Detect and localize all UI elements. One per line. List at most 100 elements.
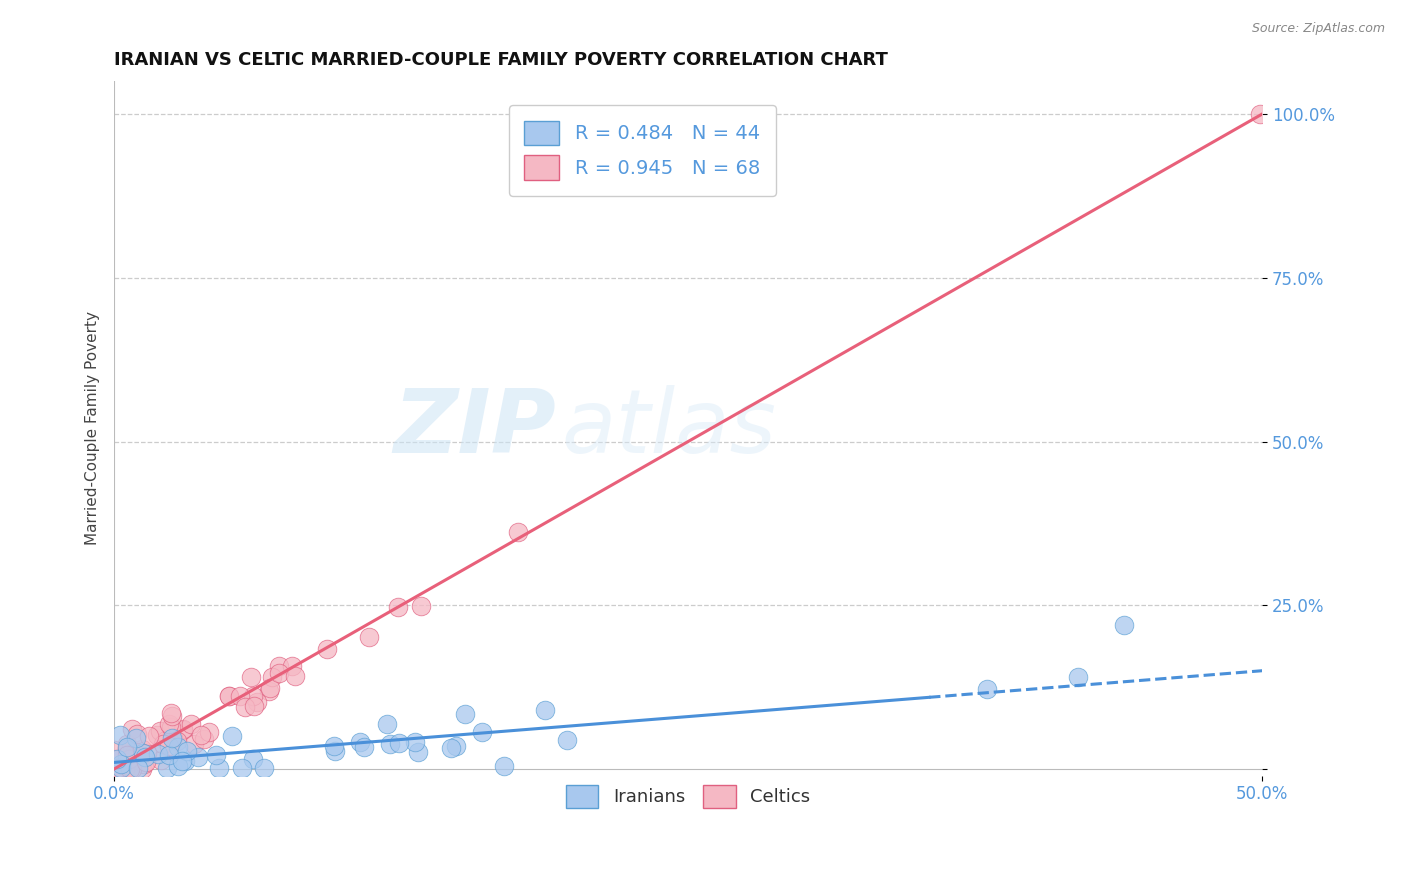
Point — [110, 728, 132, 742]
Point — [120, 742, 142, 756]
Point — [160, 731, 183, 745]
Point — [218, 690, 240, 704]
Point — [1067, 670, 1090, 684]
Point — [260, 670, 283, 684]
Point — [160, 720, 183, 734]
Point — [110, 761, 132, 775]
Point — [157, 739, 180, 753]
Point — [134, 749, 156, 764]
Point — [105, 762, 128, 776]
Point — [231, 761, 253, 775]
Point — [114, 762, 136, 776]
Point — [135, 746, 157, 760]
Point — [387, 599, 409, 614]
Point — [159, 748, 181, 763]
Point — [243, 698, 266, 713]
Point — [138, 729, 160, 743]
Point — [117, 740, 139, 755]
Point — [159, 706, 181, 720]
Point — [172, 722, 194, 736]
Point — [453, 706, 475, 721]
Point — [471, 724, 494, 739]
Point — [125, 731, 148, 745]
Point — [135, 756, 157, 770]
Point — [378, 737, 401, 751]
Point — [193, 731, 215, 746]
Point — [166, 733, 188, 747]
Point — [198, 724, 221, 739]
Point — [103, 743, 125, 757]
Point — [115, 747, 138, 762]
Point — [162, 731, 184, 745]
Point — [167, 740, 190, 755]
Point — [127, 761, 149, 775]
Point — [353, 739, 375, 754]
Point — [349, 734, 371, 748]
Point — [242, 752, 264, 766]
Point — [280, 658, 302, 673]
Point — [156, 761, 179, 775]
Point — [122, 753, 145, 767]
Point — [166, 759, 188, 773]
Point — [104, 762, 127, 776]
Point — [180, 717, 202, 731]
Point — [207, 761, 229, 775]
Point — [146, 728, 169, 742]
Point — [508, 524, 530, 539]
Point — [155, 733, 177, 747]
Point — [555, 733, 578, 747]
Point — [104, 762, 127, 776]
Point — [131, 742, 153, 756]
Point — [172, 755, 194, 769]
Point — [388, 736, 411, 750]
Point — [269, 659, 291, 673]
Point — [242, 690, 264, 704]
Point — [107, 761, 129, 775]
Point — [148, 747, 170, 762]
Point — [218, 690, 240, 704]
Point — [121, 722, 143, 736]
Point — [149, 724, 172, 739]
Point — [221, 729, 243, 743]
Point — [284, 669, 307, 683]
Point — [246, 696, 269, 710]
Point — [176, 744, 198, 758]
Point — [150, 753, 173, 767]
Point — [375, 716, 398, 731]
Point — [134, 756, 156, 771]
Point — [239, 670, 262, 684]
Point — [105, 762, 128, 776]
Point — [125, 727, 148, 741]
Point — [976, 681, 998, 696]
Point — [121, 762, 143, 776]
Point — [323, 739, 346, 753]
Point — [267, 666, 290, 681]
Y-axis label: Married-Couple Family Poverty: Married-Couple Family Poverty — [86, 311, 100, 545]
Point — [117, 752, 139, 766]
Point — [115, 737, 138, 751]
Point — [253, 761, 276, 775]
Point — [172, 723, 194, 737]
Text: ZIP: ZIP — [394, 385, 557, 472]
Point — [104, 762, 127, 776]
Point — [233, 700, 256, 714]
Point — [132, 747, 155, 761]
Text: Source: ZipAtlas.com: Source: ZipAtlas.com — [1251, 22, 1385, 36]
Point — [409, 599, 432, 613]
Point — [444, 739, 467, 753]
Point — [259, 681, 281, 695]
Point — [315, 642, 337, 657]
Point — [187, 750, 209, 764]
Point — [323, 744, 346, 758]
Point — [229, 689, 252, 703]
Point — [124, 746, 146, 760]
Text: atlas: atlas — [562, 385, 776, 472]
Point — [357, 630, 380, 644]
Legend: Iranians, Celtics: Iranians, Celtics — [558, 778, 817, 815]
Point — [406, 745, 429, 759]
Point — [190, 728, 212, 742]
Point — [118, 762, 141, 776]
Point — [118, 752, 141, 766]
Point — [124, 745, 146, 759]
Point — [152, 737, 174, 751]
